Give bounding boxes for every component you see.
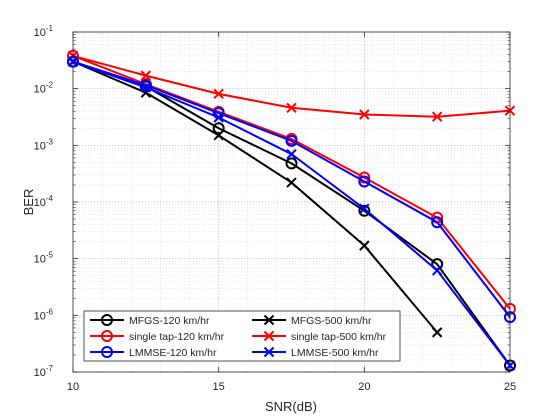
data-point xyxy=(431,327,443,338)
data-point xyxy=(140,70,152,81)
data-point xyxy=(286,102,297,113)
series-line xyxy=(72,60,511,318)
data-point xyxy=(431,265,443,276)
marker-x-stroke xyxy=(286,177,297,188)
marker-x-stroke xyxy=(359,109,370,120)
data-point xyxy=(431,111,443,122)
data-point xyxy=(285,157,298,170)
x-axis-label: SNR(dB) xyxy=(265,399,317,414)
x-tick-label: 10 xyxy=(67,381,79,393)
legend-item-5: LMMSE-120 km/hr xyxy=(90,346,217,359)
legend-label: LMMSE-500 km/hr xyxy=(291,347,379,359)
data-point xyxy=(358,204,371,217)
data-point xyxy=(359,240,370,251)
series-line xyxy=(72,60,438,334)
x-tick-label: 20 xyxy=(358,381,370,393)
legend-item-6: LMMSE-500 km/hr xyxy=(252,346,379,359)
marker-x-stroke xyxy=(263,346,275,358)
y-tick-label: 10-7 xyxy=(34,364,54,379)
marker-x-stroke xyxy=(431,111,443,122)
legend: MFGS-120 km/hr MFGS-500 km/hr single tap-1… xyxy=(83,310,401,362)
data-point xyxy=(212,122,225,135)
legend-swatch-marker xyxy=(263,330,275,342)
data-point xyxy=(358,175,371,188)
y-tick-label: 10-5 xyxy=(34,251,54,266)
series-6 xyxy=(67,56,516,371)
legend-label: single tap-120 km/hr xyxy=(129,331,225,343)
legend-label: MFGS-120 km/hr xyxy=(129,315,210,327)
data-point xyxy=(140,82,152,93)
marker-x-stroke xyxy=(359,203,370,214)
legend-item-4: single tap-500 km/hr xyxy=(252,330,387,343)
marker-x-stroke xyxy=(213,130,224,141)
y-axis-label: BER xyxy=(21,189,36,216)
y-tick-label: 10-6 xyxy=(34,307,54,322)
data-point xyxy=(213,130,224,141)
legend-swatch-marker xyxy=(263,314,275,326)
series-5 xyxy=(67,55,516,324)
y-tick-label: 10-2 xyxy=(34,81,54,96)
data-point xyxy=(286,148,297,160)
marker-x-stroke xyxy=(213,88,224,100)
legend-swatch-marker xyxy=(263,346,275,358)
marker-x-stroke xyxy=(286,148,297,160)
x-tick-label: 25 xyxy=(504,381,516,393)
data-point xyxy=(213,112,224,123)
marker-x-stroke xyxy=(140,70,152,81)
data-point xyxy=(213,88,224,100)
marker-x-stroke xyxy=(213,112,224,123)
marker-x-stroke xyxy=(359,240,370,251)
legend-item-3: single tap-120 km/hr xyxy=(90,330,225,343)
legend-swatch-marker xyxy=(101,346,113,358)
legend-item-2: MFGS-500 km/hr xyxy=(252,314,372,327)
data-point xyxy=(285,134,298,147)
legend-box xyxy=(83,310,401,362)
legend-item-1: MFGS-120 km/hr xyxy=(90,314,210,327)
data-point xyxy=(431,216,444,229)
ticks: 10-7 10-6 10-5 10-4 10-3 10-2 10-1 10 15 20 25 xyxy=(34,24,517,393)
marker-x-stroke xyxy=(286,102,297,113)
marker-x-stroke xyxy=(431,327,443,338)
data-point xyxy=(286,177,297,188)
marker-x-stroke xyxy=(263,314,275,326)
marker-x-stroke xyxy=(140,82,152,93)
y-tick-label: 10-1 xyxy=(34,24,54,39)
marker-x-stroke xyxy=(431,265,443,276)
legend-swatch-marker xyxy=(101,314,113,326)
data-point xyxy=(359,109,370,120)
legend-label: single tap-500 km/hr xyxy=(291,331,387,343)
legend-label: MFGS-500 km/hr xyxy=(291,315,372,327)
data-point xyxy=(359,203,370,214)
y-tick-label: 10-3 xyxy=(34,137,54,152)
marker-x-stroke xyxy=(263,330,275,342)
x-tick-label: 15 xyxy=(213,381,225,393)
legend-label: LMMSE-120 km/hr xyxy=(129,347,217,359)
y-tick-label: 10-4 xyxy=(34,194,54,209)
legend-swatch-marker xyxy=(101,330,113,342)
